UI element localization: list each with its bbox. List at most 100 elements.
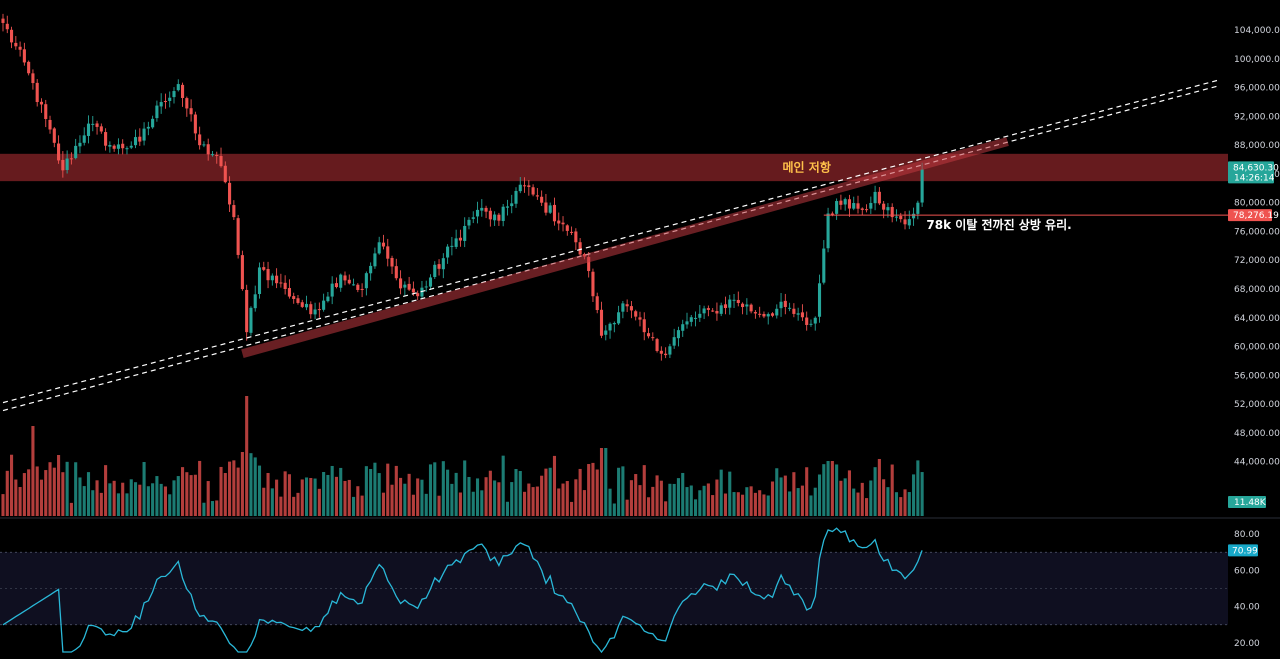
volume-bar	[792, 472, 796, 516]
candle-body	[44, 104, 48, 119]
volume-bar	[48, 462, 52, 516]
candle-body	[215, 155, 219, 157]
price-tick-label: 96,000.00	[1234, 84, 1280, 94]
volume-bar	[27, 469, 31, 516]
candle-body	[91, 123, 95, 125]
candle-body	[433, 264, 437, 278]
volume-bar	[561, 483, 565, 516]
candle-body	[74, 145, 78, 159]
volume-bar	[608, 488, 612, 516]
candle-body	[10, 29, 14, 43]
dashed-trendline-upper[interactable]	[2, 79, 1218, 404]
volume-bar	[172, 480, 176, 516]
volume-bar	[360, 495, 364, 516]
candle-body	[634, 311, 638, 317]
candle-body	[373, 253, 377, 267]
candle-body	[796, 313, 800, 315]
candle-body	[172, 91, 176, 98]
volume-bar	[176, 476, 180, 516]
candle-body	[300, 302, 304, 307]
rsi-line	[2, 527, 923, 654]
candle-body	[189, 108, 193, 115]
volume-bar	[454, 472, 458, 516]
candle-body	[475, 209, 480, 217]
volume-bar	[223, 473, 227, 516]
volume-bar	[334, 476, 338, 516]
candle-body	[497, 214, 501, 221]
volume-bar	[544, 468, 548, 516]
candle-body	[279, 282, 283, 284]
dashed-trendline-lower[interactable]	[2, 85, 1218, 412]
volume-bar	[159, 483, 163, 516]
volume-value: 11.48K	[1234, 498, 1267, 508]
candle-body	[48, 119, 52, 130]
volume-bar	[279, 496, 283, 516]
price-axis[interactable]: 104,000.00 100,000.00 96,000.00 92,000.00 88…	[1234, 26, 1280, 467]
volume-bar	[531, 487, 535, 516]
volume-bar	[394, 465, 398, 516]
volume-bar	[266, 473, 270, 516]
volume-bar	[595, 469, 599, 516]
rsi-axis[interactable]: 80.00 60.00 40.00 20.00	[1234, 530, 1260, 649]
candle-body	[664, 353, 668, 356]
candle-body	[865, 209, 869, 211]
volume-bar	[411, 494, 415, 516]
volume-bar	[856, 492, 860, 516]
volume-bar	[749, 486, 753, 516]
candle-body	[1, 18, 5, 23]
candle-body	[420, 287, 424, 297]
candle-body	[304, 303, 309, 308]
candle-body	[424, 286, 428, 288]
candle-body	[817, 283, 822, 317]
volume-bar	[373, 462, 377, 516]
candle-body	[240, 255, 244, 290]
candle-body	[206, 144, 210, 155]
volume-bar	[604, 448, 608, 516]
volume-bar	[112, 480, 116, 516]
volume-bar	[74, 462, 78, 516]
volume-bar	[621, 466, 625, 516]
candle-body	[394, 266, 398, 279]
volume-bar	[446, 469, 450, 516]
volume-bar	[916, 460, 920, 516]
candle-body	[142, 128, 146, 141]
candle-body	[381, 242, 386, 247]
candle-body	[471, 217, 475, 219]
volume-bar	[813, 487, 817, 516]
volume-bar	[356, 486, 360, 516]
volume-bar	[133, 482, 138, 516]
candle-body	[437, 264, 441, 269]
price-tick-label: 44,000.00	[1234, 458, 1280, 468]
volume-bar	[475, 478, 480, 516]
candle-body	[193, 114, 197, 134]
candle-body	[249, 307, 253, 333]
volume-bar	[779, 477, 783, 516]
candle-body	[210, 154, 215, 156]
candle-body	[860, 208, 864, 210]
volume-bar	[852, 488, 856, 516]
candle-body	[514, 190, 518, 204]
volume-bar	[501, 455, 505, 516]
candle-body	[356, 284, 360, 290]
volume-bar	[574, 479, 578, 516]
volume-bar	[612, 503, 616, 516]
volume-bar	[920, 472, 924, 516]
candle-body	[219, 156, 223, 167]
candle-body	[223, 165, 227, 183]
candle-body	[257, 267, 262, 294]
volume-bar	[317, 488, 321, 516]
support-trendline-band[interactable]	[241, 137, 1009, 359]
candle-body	[347, 279, 351, 284]
candle-body	[638, 317, 642, 320]
volume-tag: 11.48K	[1228, 496, 1267, 508]
volume-bar	[557, 488, 561, 516]
candle-body	[608, 323, 612, 331]
candle-body	[899, 216, 903, 220]
candle-body	[155, 105, 159, 119]
volume-bar	[890, 464, 894, 516]
volume-bar	[578, 468, 582, 516]
last-price-tag: 84,630.30 14:26:14	[1228, 161, 1279, 184]
volume-bar	[377, 473, 381, 516]
candle-body	[104, 132, 108, 146]
